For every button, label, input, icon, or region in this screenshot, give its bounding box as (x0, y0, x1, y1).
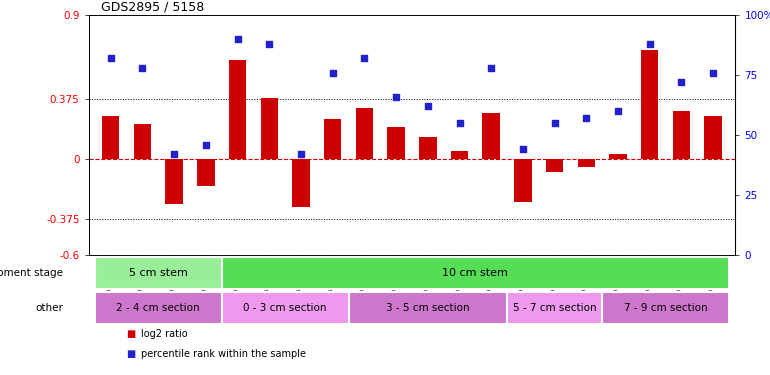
Point (485, 65, 497, 71)
Bar (507, 292, 602, 324)
Bar (229, 60, 246, 159)
Text: 3 - 5 cm section: 3 - 5 cm section (386, 303, 470, 313)
Text: 2 - 4 cm section: 2 - 4 cm section (116, 303, 200, 313)
Point (644, 41, 656, 47)
Point (548, 120, 561, 126)
Bar (641, 50, 658, 159)
Point (707, 70, 719, 76)
Bar (546, 159, 564, 172)
Point (105, 55, 117, 61)
Bar (578, 159, 595, 167)
Point (422, 103, 434, 109)
Point (358, 55, 370, 61)
Text: ■: ■ (127, 350, 139, 359)
Text: 10 cm stem: 10 cm stem (443, 268, 508, 278)
Bar (673, 111, 690, 159)
Bar (705, 116, 722, 159)
Point (580, 115, 592, 121)
Point (326, 70, 339, 76)
Point (168, 151, 180, 157)
Point (612, 108, 624, 114)
Point (136, 65, 149, 71)
Bar (419, 136, 437, 159)
Text: percentile rank within the sample: percentile rank within the sample (141, 350, 306, 359)
Bar (293, 159, 310, 207)
Bar (602, 292, 729, 324)
Point (517, 146, 529, 152)
Point (199, 142, 212, 148)
Text: development stage: development stage (0, 268, 63, 278)
Point (454, 120, 466, 126)
Text: 5 - 7 cm section: 5 - 7 cm section (513, 303, 597, 313)
Bar (95, 257, 222, 289)
Bar (609, 154, 627, 159)
Bar (166, 159, 183, 204)
Bar (387, 127, 405, 159)
Bar (197, 159, 215, 186)
Bar (222, 292, 349, 324)
Bar (450, 151, 468, 159)
Bar (349, 292, 507, 324)
Bar (222, 257, 729, 289)
Bar (95, 292, 222, 324)
Bar (102, 116, 119, 159)
Text: 5 cm stem: 5 cm stem (129, 268, 188, 278)
Point (675, 79, 688, 85)
Point (263, 41, 276, 47)
Text: log2 ratio: log2 ratio (141, 329, 188, 339)
Bar (260, 98, 278, 159)
Point (295, 151, 307, 157)
Text: GDS2895 / 5158: GDS2895 / 5158 (102, 1, 205, 14)
Text: 7 - 9 cm section: 7 - 9 cm section (624, 303, 708, 313)
Text: other: other (35, 303, 63, 313)
Bar (324, 119, 341, 159)
Text: ■: ■ (127, 329, 139, 339)
Bar (134, 124, 151, 159)
Text: 0 - 3 cm section: 0 - 3 cm section (243, 303, 327, 313)
Point (232, 36, 244, 42)
Bar (483, 112, 500, 159)
Bar (356, 108, 373, 159)
Bar (514, 159, 531, 202)
Point (390, 94, 402, 100)
